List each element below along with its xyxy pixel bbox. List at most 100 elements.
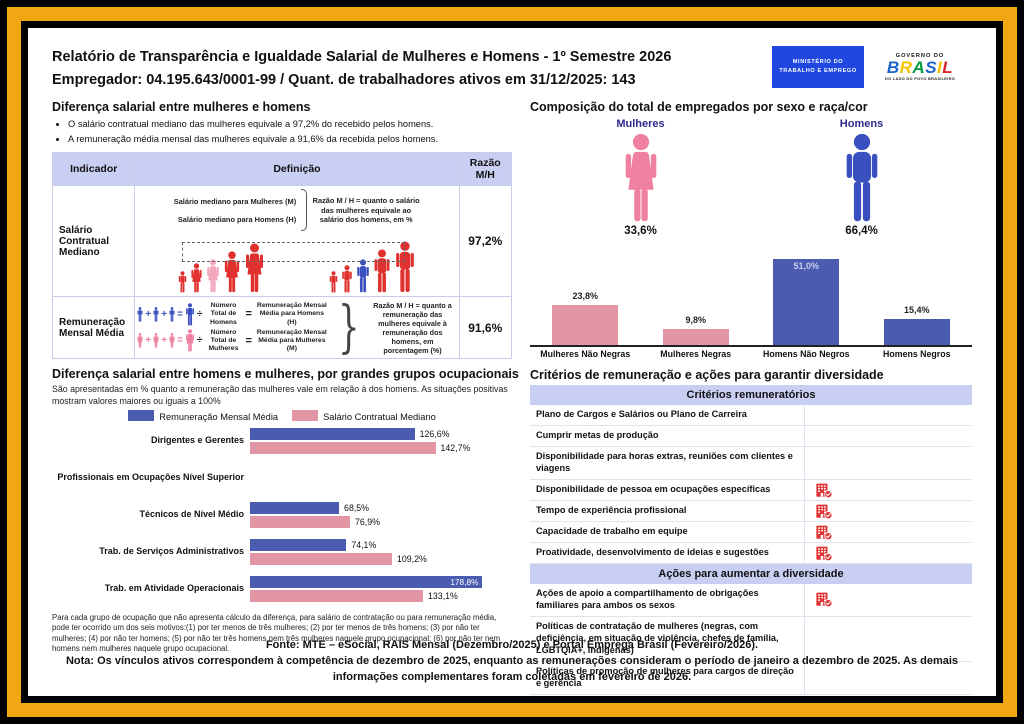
formula-wrap: + + = ÷ Número Total de Homens = Remuneração M… (137, 300, 456, 355)
occupational-legend: Remuneração Mensal Média Salário Contrat… (52, 409, 512, 422)
criteria-row: Políticas de promoção de mulheres para c… (530, 661, 972, 694)
bar-wrap: 133,1% (250, 589, 512, 602)
mte-logo: MINISTÉRIO DO TRABALHO E EMPREGO (772, 46, 864, 88)
ratio-definition-note: Razão M / H = quanto o salário das mulhe… (312, 196, 420, 224)
bullet-item: O salário contratual mediano das mulhere… (68, 117, 512, 131)
occupation-label: Técnicos de Nível Médio (139, 509, 244, 520)
footer-fonte: Fonte: MTE – eSocial, RAIS Mensal (Dezem… (265, 639, 759, 652)
bar-value: 133,1% (428, 590, 458, 601)
criteria-mark-cell (804, 501, 972, 522)
criteria-label: Capacidade de trabalho em equipe (536, 526, 688, 537)
woman-icon (622, 133, 660, 223)
criteria-label: Disponibilidade para horas extras, reuni… (536, 451, 793, 474)
criteria-row: Capacidade de trabalho em equipe (530, 522, 972, 544)
category-label: Mulheres Negras (660, 349, 732, 360)
indicator-name: Remuneração Mensal Média (51, 296, 136, 360)
bar (250, 589, 424, 602)
bar-group: 68,5% 76,9% (250, 501, 512, 528)
criteria-row: Proatividade, desenvolvimento de ideias … (530, 543, 972, 564)
criteria-label: Cumprir metas de produção (536, 430, 659, 441)
man-large-icon (185, 303, 195, 326)
criteria-row: Tempo de experiência profissional (530, 501, 972, 523)
ratio-value-average: 91,6% (458, 296, 513, 360)
formula-lines: + + = ÷ Número Total de Homens = Remuneração M… (137, 300, 328, 355)
men-percentage: 66,4% (845, 225, 878, 238)
occupational-bar-chart: Dirigentes e Gerentes 126,6% 142,7% Profiss… (52, 427, 512, 602)
report-paper: Relatório de Transparência e Igualdade S… (28, 28, 996, 696)
plus-operator: + (145, 308, 152, 320)
indicator-table: Indicador Definição Razão M/H Salário Co… (51, 152, 513, 360)
report-title-line1: Relatório de Transparência e Igualdade S… (52, 49, 672, 65)
right-column: Composição do total de empregados por se… (530, 96, 973, 695)
result-label: Remuneração Mensal Média para Homens (H) (256, 302, 327, 326)
col-header-definicao: Definição (134, 152, 460, 187)
criteria-mark-cell (804, 480, 972, 501)
brace-shape: } (338, 294, 360, 360)
composition-category-labels: Mulheres Não Negras Mulheres Negras Homens… (530, 347, 972, 359)
gov-logo-top-text: GOVERNO DO (895, 52, 945, 59)
definition-top: Salário mediano para Mulheres (M) Salári… (137, 189, 456, 232)
gov-brasil-logo: GOVERNO DO BRASIL DO LADO DO POVO BRASIL… (872, 53, 968, 82)
criteria-label: Políticas de promoção de mulheres para c… (536, 665, 794, 688)
company-check-icon (816, 483, 833, 498)
legend-swatch-blue (128, 409, 155, 421)
man-small-icon (153, 307, 159, 322)
divisor-label: Número Total de Mulheres (208, 328, 239, 352)
bar-wrap: 68,5% (250, 501, 512, 514)
legend-item-salario: Salário Contratual Mediano (292, 409, 436, 422)
population-pictogram (137, 235, 456, 293)
legend-swatch-pink (292, 409, 319, 421)
category-label: Homens Negros (883, 349, 951, 360)
equals-operator: = (177, 335, 183, 347)
bar-wrap: 126,6% (250, 427, 512, 440)
bar-value: 74,1% (351, 539, 377, 550)
chart-row: Profissionais em Ocupações Nível Superio… (52, 465, 512, 491)
criteria-mark-cell (804, 616, 972, 661)
divide-operator: ÷ (196, 308, 203, 320)
indicator-name: Salário Contratual Mediano (51, 185, 136, 298)
bar-group: 74,1% 109,2% (250, 538, 512, 565)
bar-wrap: 178,8% (250, 575, 512, 588)
man-icon (843, 133, 881, 223)
bar-value: 23,8% (572, 290, 599, 301)
chart-slot: 15,4% (862, 305, 973, 346)
content-columns: Diferença salarial entre mulheres e home… (51, 96, 973, 695)
composition-bar-chart: 23,8% 9,8% 51,0% 15,4% (530, 243, 973, 348)
section-title-criteria: Critérios de remuneração e ações para ga… (530, 368, 884, 383)
pay-gap-bullets: O salário contratual mediano das mulhere… (68, 117, 512, 146)
header-logos: MINISTÉRIO DO TRABALHO E EMPREGO GOVERNO… (772, 46, 968, 88)
report-titles: Relatório de Transparência e Igualdade S… (52, 46, 671, 92)
legend-item-remuneracao: Remuneração Mensal Média (128, 409, 278, 422)
footer-nota: Nota: Os vínculos ativos correspondem à … (65, 655, 959, 684)
men-label: Homens (839, 118, 884, 131)
median-dashed-box (182, 242, 406, 263)
bar-value: 76,9% (354, 516, 380, 527)
equals-operator: = (245, 334, 252, 347)
ratio-value-median: 97,2% (458, 185, 513, 298)
bar (250, 552, 392, 565)
chart-slot: 9,8% (641, 315, 752, 346)
equals-operator: = (177, 308, 183, 320)
woman-small-icon (137, 333, 143, 348)
man-figure (329, 271, 338, 293)
gov-logo-sub-text: DO LADO DO POVO BRASILEIRO (884, 76, 956, 82)
bar-value: 178,8% (450, 576, 479, 587)
woman-small-icon (153, 333, 159, 348)
woman-small-icon (169, 333, 175, 348)
bar (250, 515, 350, 528)
bar (250, 501, 340, 514)
bar-wrap: 109,2% (250, 552, 512, 565)
sex-pictograms: Mulheres 33,6% Homens 66,4% (530, 118, 972, 237)
bar-value: 126,6% (419, 428, 450, 439)
chart-row: Técnicos de Nível Médio 68,5% 76,9% (52, 501, 512, 528)
left-column: Diferença salarial entre mulheres e home… (51, 96, 519, 694)
criteria-row: Disponibilidade para horas extras, reuni… (530, 447, 972, 481)
bar-wrap: 142,7% (250, 441, 512, 454)
category-label: Homens Não Negros (762, 349, 850, 360)
bar-value: 51,0% (793, 260, 820, 271)
criteria-mark-cell (804, 584, 972, 616)
women-percentage: 33,6% (624, 225, 657, 238)
bar (250, 441, 436, 454)
bar-group: 178,8% 133,1% (250, 575, 512, 602)
